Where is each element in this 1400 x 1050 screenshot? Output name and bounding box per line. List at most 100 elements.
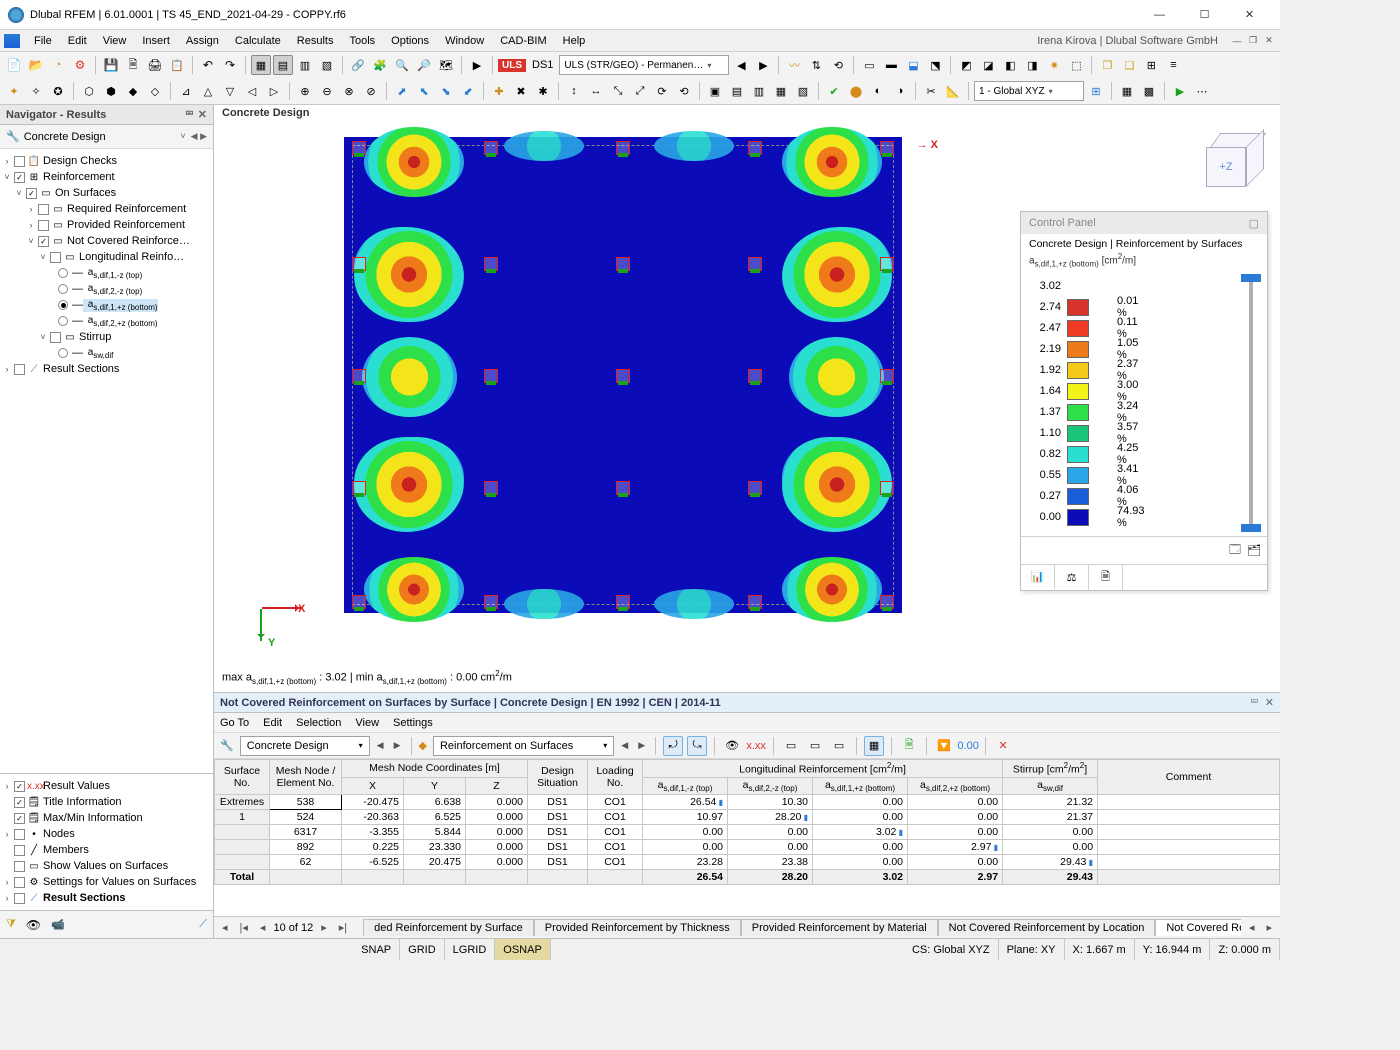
pg-tabs-right[interactable]: ▸ [1262,921,1276,934]
status-lgrid[interactable]: LGRID [445,939,496,960]
pg-tabs-left[interactable]: ◂ [1245,921,1259,934]
status-grid[interactable]: GRID [400,939,445,960]
saveall-icon[interactable]: 🗎 [123,55,143,75]
loadcase-combo[interactable]: ULS (STR/GEO) - Permanen… [559,55,729,75]
camera-icon[interactable]: 📹 [51,918,65,931]
rt-ti8-icon[interactable]: ▦ [864,736,884,756]
rt-c1-next[interactable]: ▶ [391,740,404,751]
pg-next[interactable]: ▸ [317,921,331,934]
t2-25-icon[interactable]: ↔ [586,81,606,101]
cp-tab-scale[interactable]: ⚖ [1055,565,1089,590]
t2-32-icon[interactable]: ▥ [749,81,769,101]
link3-icon[interactable]: 🔍 [392,55,412,75]
box1-icon[interactable]: ❒ [1097,55,1117,75]
t2-16-icon[interactable]: ⊘ [361,81,381,101]
new-icon[interactable] [4,55,24,75]
v4-icon[interactable]: ◨ [1022,55,1042,75]
rt-pin-icon[interactable]: ⮹ [1250,696,1259,709]
rt-ti12-icon[interactable]: ✕ [993,736,1013,756]
pg-last[interactable]: ▸| [335,921,351,934]
rt-combo2[interactable]: Reinforcement on Surfaces [433,736,614,756]
opt-settings-values[interactable]: ›⚙Settings for Values on Surfaces [2,874,211,890]
link2-icon[interactable]: 🧩 [370,55,390,75]
mdi-minimize-icon[interactable]: — [1230,34,1244,48]
tree-stirrup[interactable]: ˅▭Stirrup [2,329,211,345]
table-row[interactable]: 1 524 -20.3636.5250.000 DS1CO1 10.9728.2… [215,809,1280,824]
t2-18-icon[interactable]: ⬉ [414,81,434,101]
viewport[interactable]: → X X Y +Z Control Panel▢ [214,125,1280,665]
t2-2-icon[interactable]: ✧ [26,81,46,101]
res1-icon[interactable]: ▭ [859,55,879,75]
rt-c1-prev[interactable]: ◀ [374,740,387,751]
redo-icon[interactable] [220,55,240,75]
nav-cube[interactable]: +Z [1206,133,1268,195]
rt-view[interactable]: View [355,717,379,729]
t2-28-icon[interactable]: ⟳ [652,81,672,101]
tree-not-covered[interactable]: ˅▭Not Covered Reinforce… [2,233,211,249]
v5-icon[interactable]: ✷ [1044,55,1064,75]
menu-help[interactable]: Help [555,32,594,50]
filter-icon[interactable]: ⧩ [6,918,16,931]
rt-ti9-icon[interactable]: 🗎 [899,736,919,756]
grid4-icon[interactable]: ▧ [317,55,337,75]
t2-15-icon[interactable]: ⊗ [339,81,359,101]
t2-38-icon[interactable]: ◑ [890,81,910,101]
rt-ti5-icon[interactable]: ▭ [781,736,801,756]
t2-43-icon[interactable]: ▩ [1139,81,1159,101]
t2-33-icon[interactable]: ▦ [771,81,791,101]
next-lc-icon[interactable]: ▶ [753,55,773,75]
calc-icon[interactable]: ▶ [467,55,487,75]
t2-7-icon[interactable]: ◇ [145,81,165,101]
t2-17-icon[interactable]: ⬈ [392,81,412,101]
opt-nodes[interactable]: ›•Nodes [2,826,211,842]
maximize-button[interactable]: ☐ [1182,0,1227,30]
tree-on-surfaces[interactable]: ˅▭On Surfaces [2,185,211,201]
pin-icon[interactable]: ⮹ [185,108,194,121]
tree-r2[interactable]: — as,dif,2,-z (top) [2,281,211,297]
t2-31-icon[interactable]: ▤ [727,81,747,101]
def1-icon[interactable]: 〰 [784,55,804,75]
t2-27-icon[interactable]: ⤢ [630,81,650,101]
pg-prev[interactable]: |◂ [236,921,252,934]
rt-ti7-icon[interactable]: ▭ [829,736,849,756]
opt-result-sections[interactable]: ›⟋Result Sections [2,890,211,906]
menu-insert[interactable]: Insert [134,32,178,50]
t2-13-icon[interactable]: ⊕ [295,81,315,101]
rt-ti11-icon[interactable]: 0.00 [958,736,978,756]
opt-show-values[interactable]: ▭Show Values on Surfaces [2,858,211,874]
eye-icon[interactable] [26,919,41,931]
t2-30-icon[interactable]: ▣ [705,81,725,101]
t2-1-icon[interactable]: ✦ [4,81,24,101]
t2-44-icon[interactable]: ▶ [1170,81,1190,101]
rt-c2-prev[interactable]: ◀ [618,740,631,751]
t2-39-icon[interactable]: ✂ [921,81,941,101]
tree-r3[interactable]: — as,dif,1,+z (bottom) [2,297,211,313]
report-icon[interactable]: 📋 [167,55,187,75]
t2-3-icon[interactable]: ✪ [48,81,68,101]
grid1-icon[interactable]: ▦ [251,55,271,75]
rt-ti2-icon[interactable]: ⤿ [687,736,707,756]
menu-window[interactable]: Window [437,32,492,50]
v3-icon[interactable]: ◧ [1000,55,1020,75]
navigator-section[interactable]: Concrete Design ˅ ◀ ▶ [0,125,213,149]
t2-29-icon[interactable]: ⟲ [674,81,694,101]
menu-calculate[interactable]: Calculate [227,32,289,50]
res2-icon[interactable]: ▬ [881,55,901,75]
t2-41-icon[interactable]: ⊞ [1086,81,1106,101]
rt-settings[interactable]: Settings [393,717,433,729]
cp-tab-filter[interactable]: 🗎 [1089,565,1123,590]
t2-10-icon[interactable]: ▽ [220,81,240,101]
menu-results[interactable]: Results [289,32,342,50]
panel-close-icon[interactable]: ✕ [198,108,207,121]
res4-icon[interactable]: ⬔ [925,55,945,75]
tree-r5[interactable]: — asw,dif [2,345,211,361]
status-osnap[interactable]: OSNAP [495,939,551,960]
mdi-close-icon[interactable]: ✕ [1262,34,1276,48]
tree-r4[interactable]: — as,dif,2,+z (bottom) [2,313,211,329]
menu-view[interactable]: View [95,32,135,50]
v1-icon[interactable]: ◩ [956,55,976,75]
tree-required[interactable]: ›▭Required Reinforcement [2,201,211,217]
t2-24-icon[interactable]: ↕ [564,81,584,101]
menu-assign[interactable]: Assign [178,32,227,50]
rt-combo1[interactable]: Concrete Design [240,736,370,756]
